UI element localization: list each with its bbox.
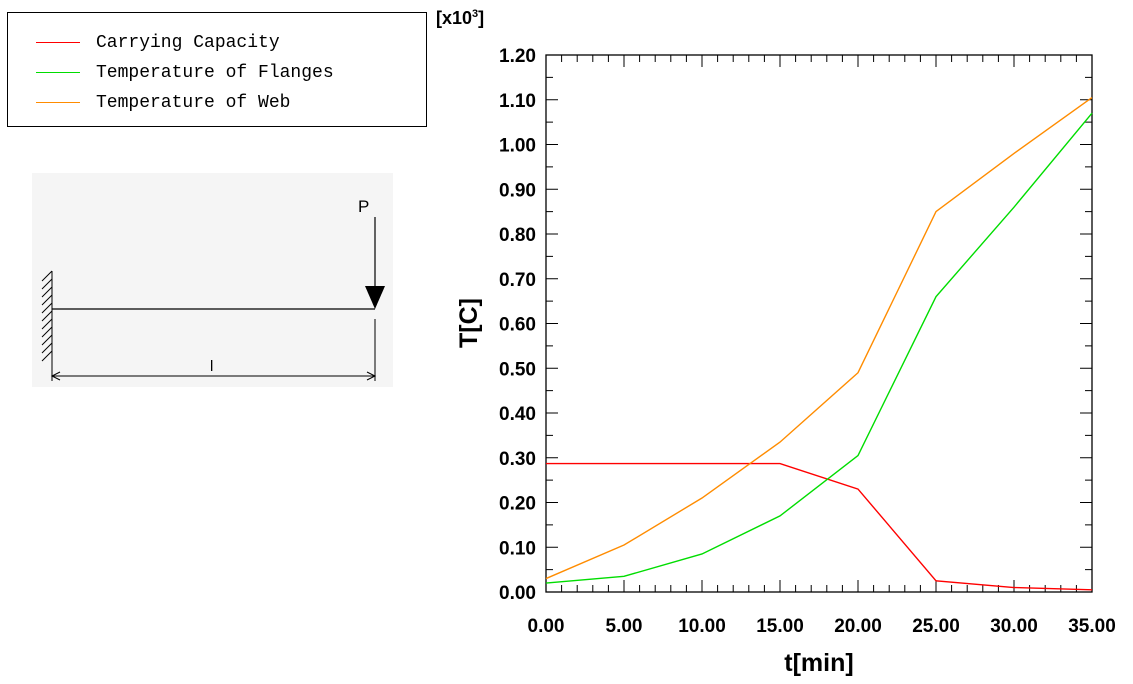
legend-label: Temperature of Flanges [96,63,334,83]
chart-legend: Carrying Capacity Temperature of Flanges T… [7,12,427,127]
x-tick-label: 10.00 [678,616,726,637]
x-tick-label: 25.00 [912,616,960,637]
y-tick-label: 0.60 [499,315,536,336]
series-group [545,96,1093,591]
series-line [545,112,1093,584]
x-tick-label: 30.00 [990,616,1038,637]
fixed-support-hatch [41,270,53,362]
x-tick-label: 15.00 [756,616,804,637]
cantilever-beam-diagram: P l [32,173,393,387]
plot-frame [545,54,1093,593]
minor-ticks [545,54,1093,593]
scale-prefix: [x10 [436,8,473,28]
y-tick-label: 0.10 [499,538,536,559]
y-tick-label: 1.00 [499,136,536,157]
y-axis-label: T[C] [455,298,483,348]
y-tick-label: 0.80 [499,225,536,246]
scale-suffix: ] [478,8,485,28]
x-tick-label: 20.00 [834,616,882,637]
dimension-arrow-right [366,371,377,381]
legend-label: Carrying Capacity [96,33,280,53]
y-tick-label: 0.70 [499,270,536,291]
x-tick-labels: 0.00 5.00 10.00 15.00 20.00 25.00 30.00 35.00 [528,616,1116,637]
x-tick-label: 0.00 [528,616,565,637]
y-tick-label: 0.20 [499,494,536,515]
x-tick-label: 5.00 [606,616,643,637]
length-label: l [210,358,213,375]
y-tick-label: 0.40 [499,404,536,425]
series-line [546,462,1093,591]
beam-diagram-svg: P l [41,197,385,381]
series-line [545,96,1093,580]
y-tick-labels: 0.00 0.10 0.20 0.30 0.40 0.50 0.60 0.70 0.80 0.90… [499,46,536,604]
legend-label: Temperature of Web [96,93,291,113]
load-arrow-head [365,286,385,309]
y-tick-label: 0.30 [499,449,536,470]
scale-exponent: 3 [472,8,479,20]
x-axis-label: t[min] [784,649,853,677]
legend-swatch [36,42,80,43]
legend-swatch [36,72,80,73]
load-label: P [358,197,369,216]
y-tick-label: 0.00 [499,583,536,604]
legend-swatch [36,102,80,103]
y-axis-scale-label: [x103] [436,8,484,29]
y-tick-label: 0.50 [499,359,536,380]
x-tick-label: 35.00 [1068,616,1116,637]
y-tick-label: 1.10 [499,91,536,112]
dimension-arrow-left [50,371,61,381]
y-tick-label: 0.90 [499,180,536,201]
y-tick-label: 1.20 [499,46,536,67]
